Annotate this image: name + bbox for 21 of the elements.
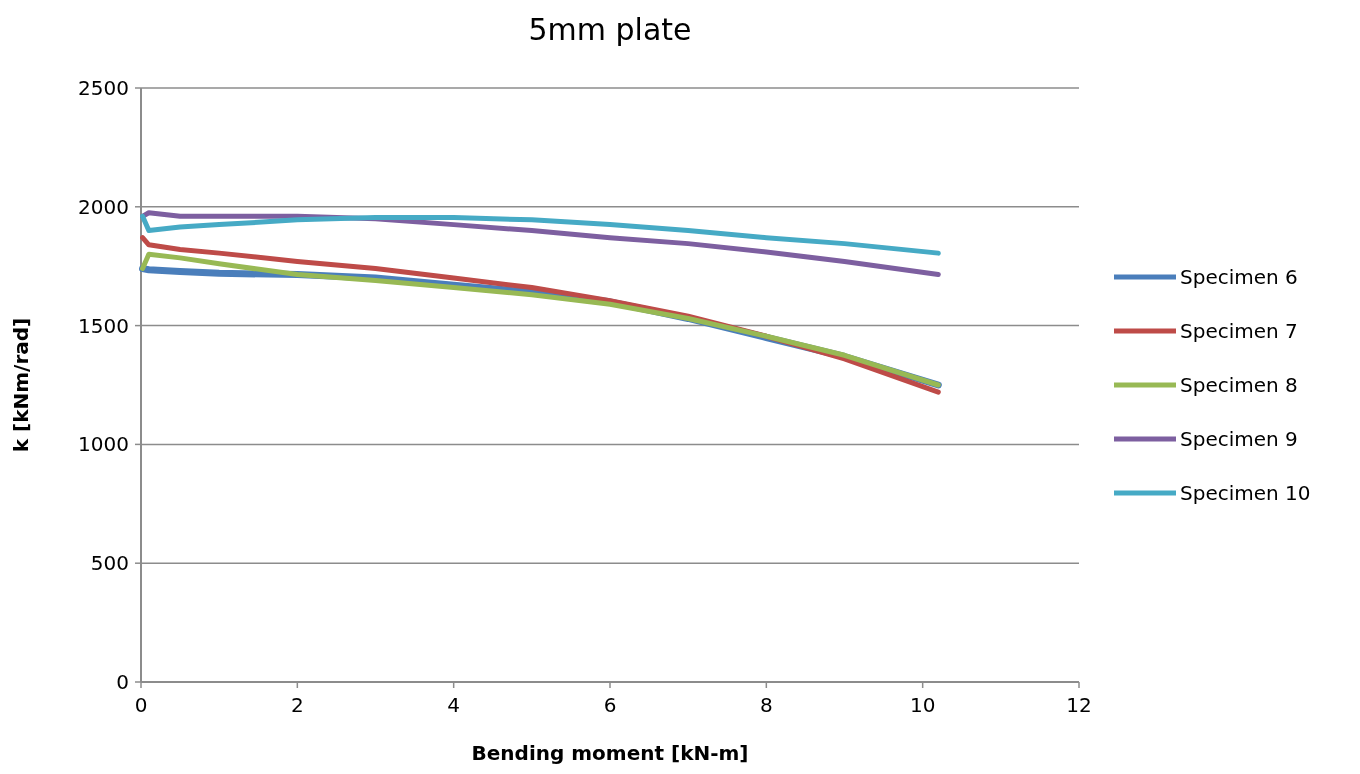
y-tick-label: 1000 (78, 432, 129, 457)
x-tick-label: 10 (909, 693, 936, 717)
chart-title: 5mm plate (528, 12, 692, 47)
legend-label: Specimen 8 (1180, 373, 1298, 397)
legend-label: Specimen 9 (1180, 427, 1298, 451)
legend-label: Specimen 7 (1180, 319, 1298, 343)
x-tick-label: 6 (603, 693, 617, 717)
x-tick-label: 2 (290, 693, 304, 717)
y-tick-label: 2500 (78, 76, 129, 100)
legend-label: Specimen 10 (1180, 481, 1311, 505)
y-tick-label: 500 (90, 551, 129, 576)
x-tick-label: 12 (1066, 693, 1092, 717)
x-tick-label: 4 (447, 693, 461, 717)
y-tick-label: 0 (116, 670, 129, 694)
x-tick-label: 8 (759, 693, 773, 717)
y-tick-label: 2000 (78, 194, 129, 219)
x-tick-label: 0 (134, 693, 148, 717)
y-tick-label: 1500 (78, 313, 129, 338)
legend-label: Specimen 6 (1180, 265, 1298, 289)
x-axis-title: Bending moment [kN-m] (471, 741, 749, 765)
y-axis-title: k [kNm/rad] (9, 317, 33, 453)
